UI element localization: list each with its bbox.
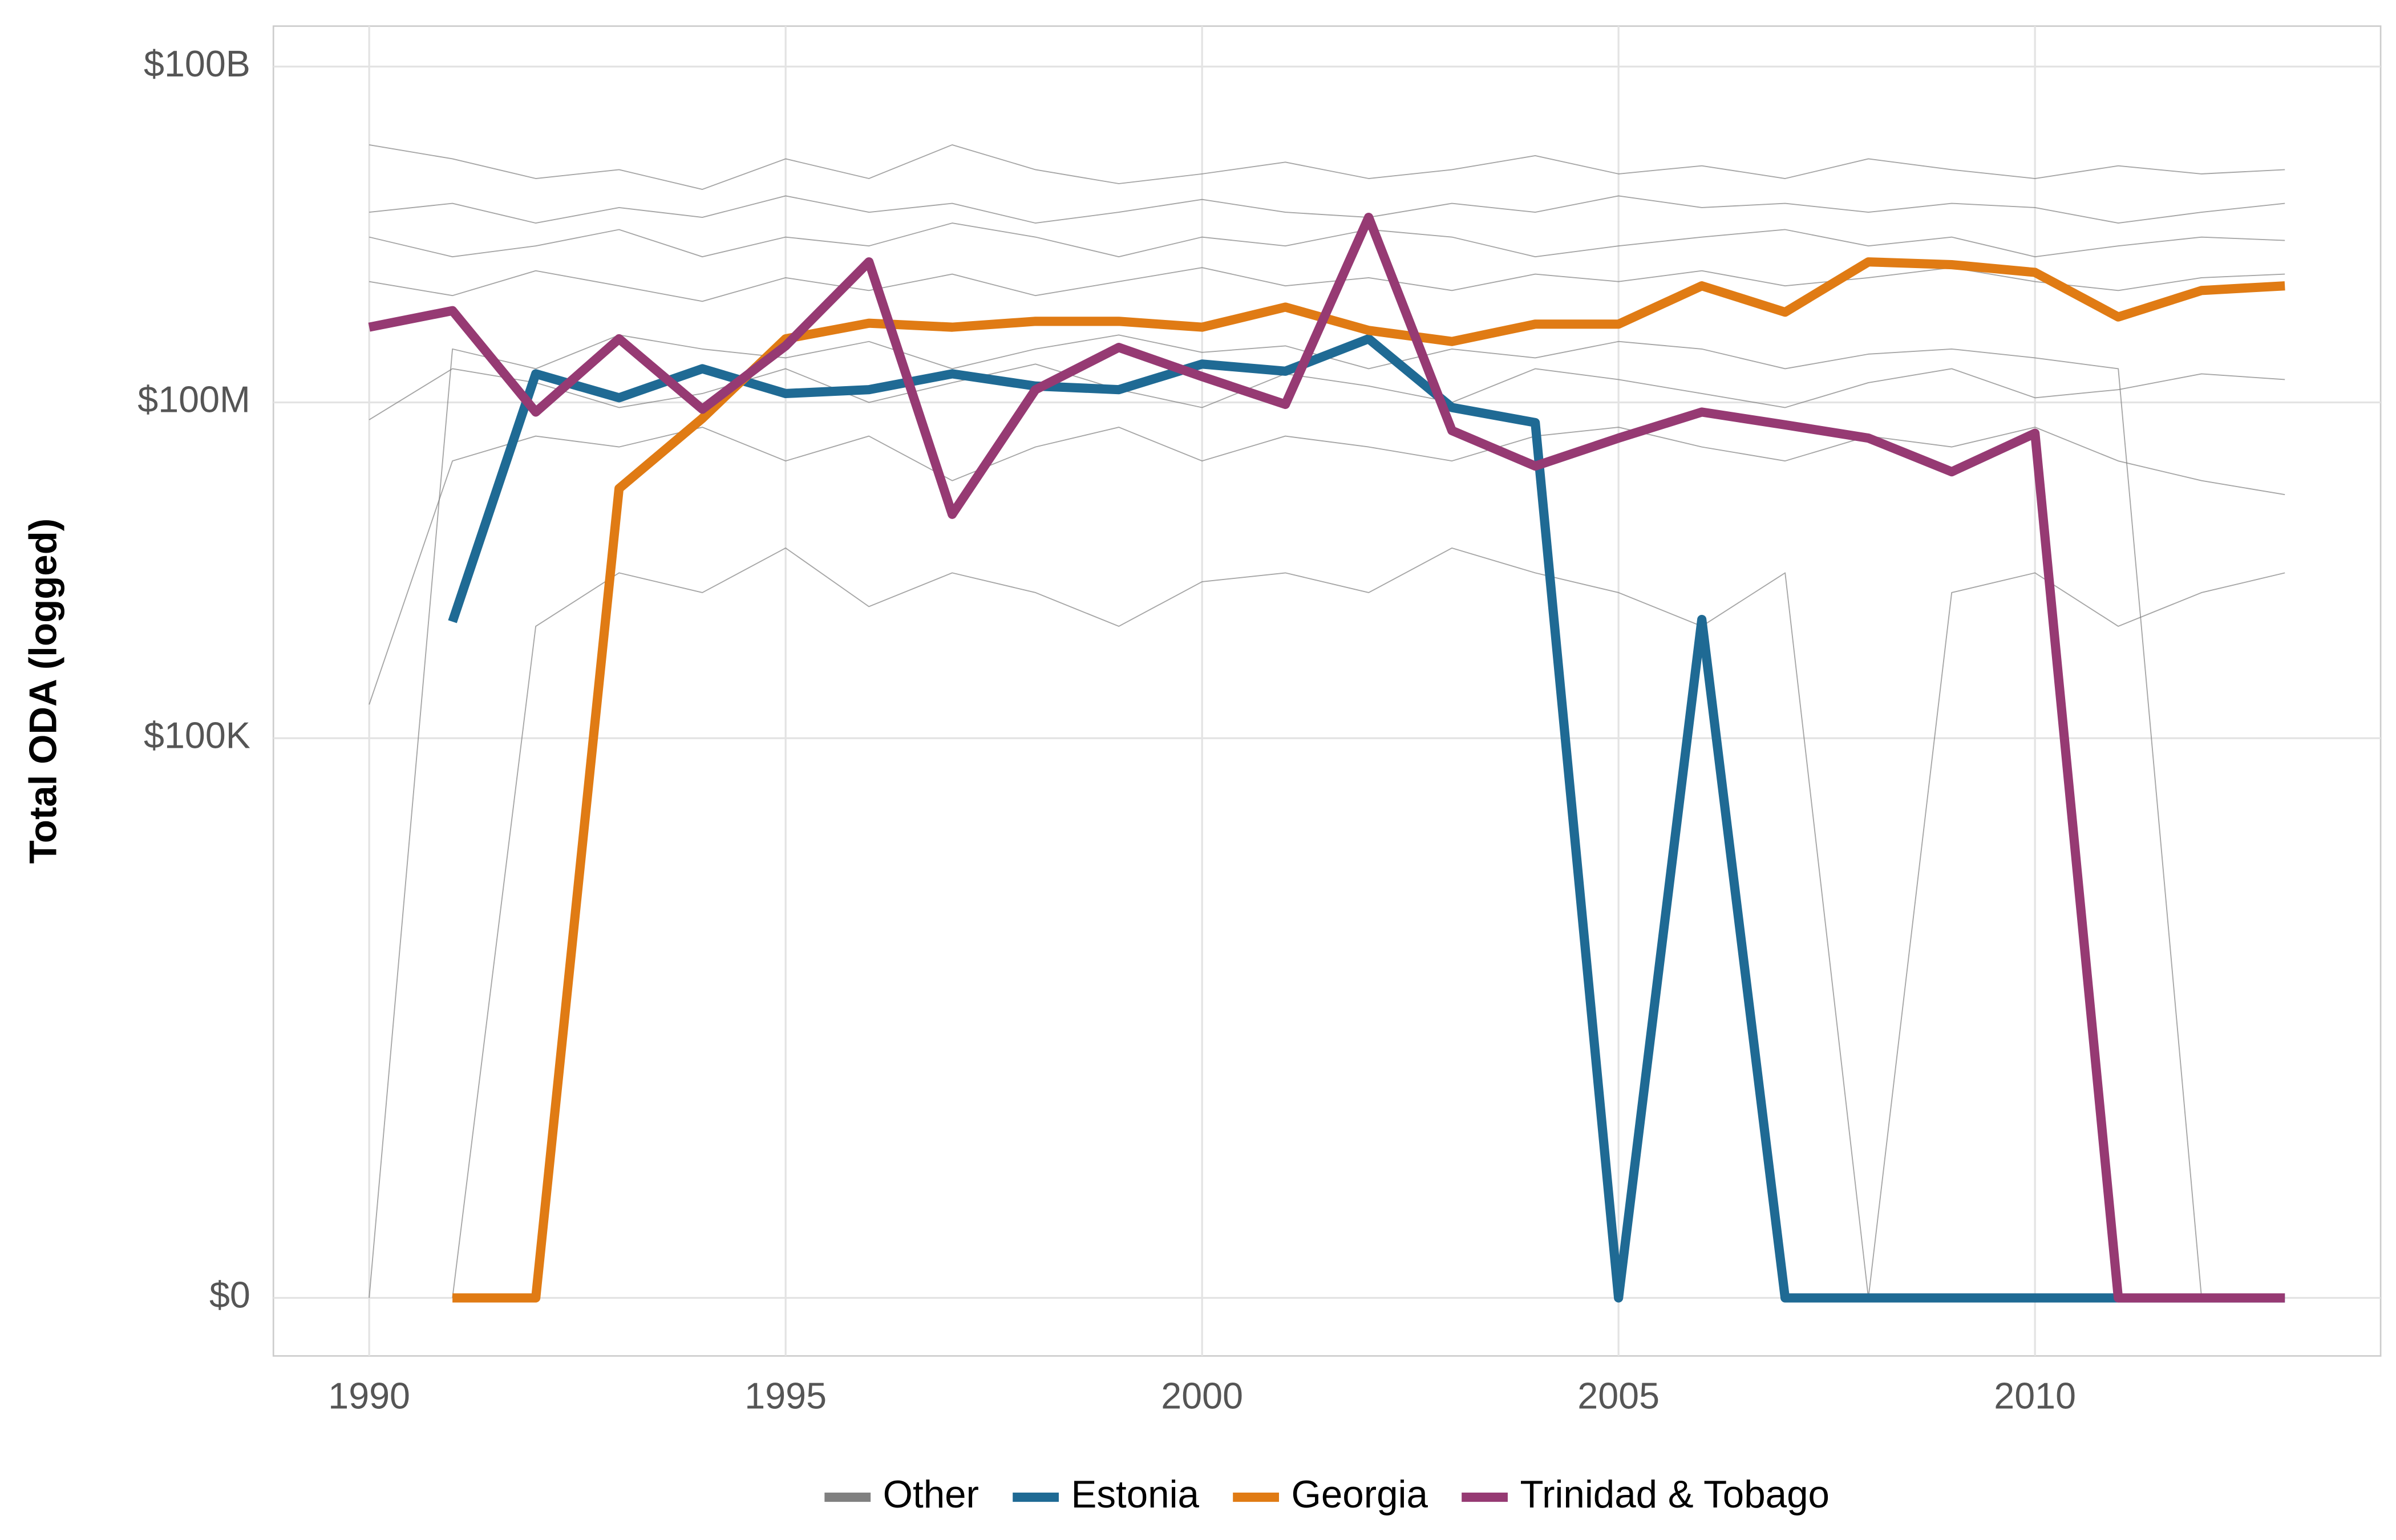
legend-label: Trinidad & Tobago — [1520, 1473, 1829, 1516]
series-line — [452, 257, 2285, 1303]
other-line — [452, 547, 2285, 1299]
other-line — [369, 195, 2285, 224]
y-tick-label: $100M — [137, 379, 250, 420]
legend-label: Georgia — [1292, 1473, 1428, 1516]
x-tick-label: 2005 — [1577, 1376, 1660, 1417]
y-tick-label: $0 — [209, 1275, 250, 1316]
other-line — [369, 334, 2285, 1299]
legend: Other Estonia Georgia Trinidad & Tobago — [824, 1473, 1830, 1516]
x-tick-label: 1990 — [328, 1376, 410, 1417]
other-line — [369, 144, 2285, 190]
other-line — [369, 427, 2285, 705]
legend-label: Estonia — [1071, 1473, 1200, 1516]
series-line — [368, 212, 2285, 1303]
series-line — [448, 334, 2285, 1303]
y-tick-label: $100K — [144, 715, 250, 756]
other-line — [369, 222, 2285, 258]
x-tick-label: 1995 — [744, 1376, 827, 1417]
x-tick-label: 2000 — [1161, 1376, 1243, 1417]
y-tick-label: $100B — [144, 43, 250, 84]
y-axis-label: Total ODA (logged) — [22, 518, 65, 864]
plot-panel — [272, 25, 2382, 1357]
x-tick-label: 2010 — [1994, 1376, 2076, 1417]
legend-label: Other — [883, 1473, 979, 1516]
